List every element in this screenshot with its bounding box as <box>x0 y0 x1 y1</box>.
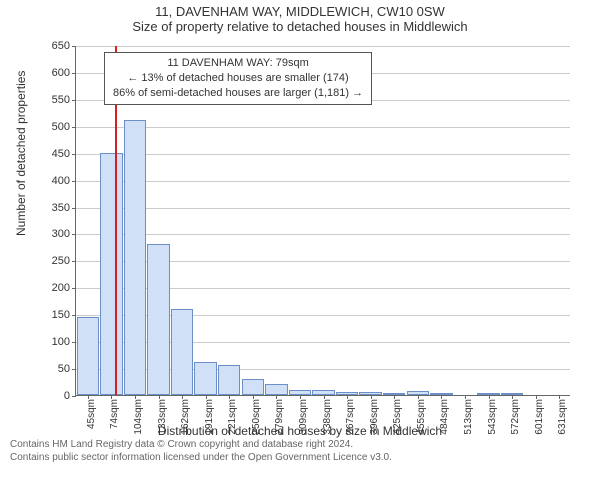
histogram-bar <box>124 120 146 395</box>
footer-line2: Contains public sector information licen… <box>10 451 590 464</box>
plot-inner: 0501001502002503003504004505005506006504… <box>75 46 570 396</box>
y-tick-mark <box>72 73 76 74</box>
y-axis-label: Number of detached properties <box>14 71 28 236</box>
y-tick-label: 200 <box>52 282 70 294</box>
y-tick-label: 50 <box>58 363 70 375</box>
y-tick-mark <box>72 234 76 235</box>
footer: Contains HM Land Registry data © Crown c… <box>10 438 590 464</box>
y-tick-label: 550 <box>52 94 70 106</box>
gridline <box>76 127 570 128</box>
histogram-bar <box>100 153 122 395</box>
y-tick-label: 650 <box>52 40 70 52</box>
y-tick-mark <box>72 100 76 101</box>
annotation-line2: ← 13% of detached houses are smaller (17… <box>113 71 363 86</box>
gridline <box>76 46 570 47</box>
y-tick-label: 450 <box>52 148 70 160</box>
y-tick-label: 250 <box>52 255 70 267</box>
y-tick-label: 400 <box>52 175 70 187</box>
histogram-bar <box>171 309 193 395</box>
y-tick-mark <box>72 369 76 370</box>
histogram-bar <box>77 317 99 395</box>
y-tick-label: 600 <box>52 67 70 79</box>
y-tick-label: 150 <box>52 309 70 321</box>
histogram-bar <box>242 379 264 395</box>
y-tick-mark <box>72 342 76 343</box>
y-tick-label: 300 <box>52 228 70 240</box>
y-tick-label: 100 <box>52 336 70 348</box>
annotation-line1: 11 DAVENHAM WAY: 79sqm <box>113 56 363 71</box>
gridline <box>76 181 570 182</box>
y-tick-mark <box>72 288 76 289</box>
y-tick-label: 500 <box>52 121 70 133</box>
x-axis-label: Distribution of detached houses by size … <box>20 424 580 438</box>
page-title-line2: Size of property relative to detached ho… <box>0 19 600 34</box>
footer-line1: Contains HM Land Registry data © Crown c… <box>10 438 590 451</box>
y-tick-mark <box>72 396 76 397</box>
y-tick-mark <box>72 154 76 155</box>
gridline <box>76 234 570 235</box>
y-tick-label: 0 <box>64 390 70 402</box>
y-tick-mark <box>72 181 76 182</box>
y-tick-mark <box>72 208 76 209</box>
histogram-bar <box>147 244 169 395</box>
gridline <box>76 154 570 155</box>
histogram-bar <box>218 365 240 395</box>
chart-container: Number of detached properties 0501001502… <box>20 36 580 436</box>
y-tick-mark <box>72 315 76 316</box>
plot-area: 0501001502002503003504004505005506006504… <box>75 46 570 396</box>
annotation-line3: 86% of semi-detached houses are larger (… <box>113 86 363 101</box>
y-tick-mark <box>72 261 76 262</box>
gridline <box>76 208 570 209</box>
annotation-box: 11 DAVENHAM WAY: 79sqm← 13% of detached … <box>104 52 372 105</box>
histogram-bar <box>265 384 287 395</box>
page-title-line1: 11, DAVENHAM WAY, MIDDLEWICH, CW10 0SW <box>0 4 600 19</box>
histogram-bar <box>194 362 216 395</box>
y-tick-label: 350 <box>52 202 70 214</box>
y-tick-mark <box>72 127 76 128</box>
y-tick-mark <box>72 46 76 47</box>
